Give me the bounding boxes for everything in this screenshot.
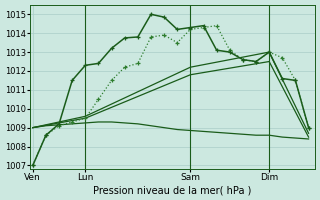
X-axis label: Pression niveau de la mer( hPa ): Pression niveau de la mer( hPa )	[93, 185, 252, 195]
